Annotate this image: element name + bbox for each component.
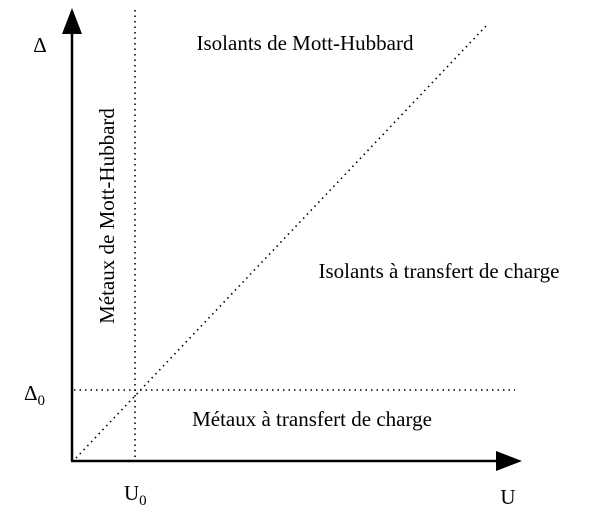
y-marker-base: Δ (24, 381, 38, 405)
x-arrow (496, 451, 522, 471)
y-marker-sub: 0 (38, 393, 46, 409)
x-marker: U0 (124, 481, 147, 509)
x-axis-label: U (500, 485, 515, 509)
region-left: Métaux de Mott-Hubbard (95, 108, 119, 324)
y-axis-label: Δ (33, 33, 47, 57)
y-arrow (62, 8, 82, 34)
y-marker: Δ0 (24, 381, 45, 409)
x-marker-base: U (124, 481, 139, 505)
region-top: Isolants de Mott-Hubbard (197, 31, 414, 55)
region-bottom: Métaux à transfert de charge (192, 407, 432, 431)
region-right: Isolants à transfert de charge (318, 259, 559, 283)
x-marker-sub: 0 (139, 493, 147, 509)
diagonal-line (75, 25, 487, 459)
